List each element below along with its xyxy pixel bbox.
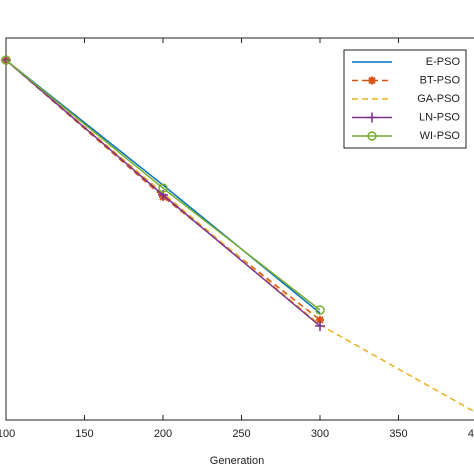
- series-line: [5, 59, 321, 311]
- legend: E-PSO BT-PSO GA-PSO LN-PSO WI-PSO: [343, 49, 467, 149]
- x-tick-label: 300: [311, 428, 329, 440]
- marker: [158, 183, 168, 193]
- x-tick-label: 350: [389, 428, 407, 440]
- legend-marker: [367, 112, 377, 123]
- x-tick-label: 250: [232, 428, 250, 440]
- series-line: [5, 59, 321, 321]
- marker: [315, 305, 325, 315]
- marker: [315, 321, 325, 332]
- series-line: [5, 59, 321, 314]
- legend-label: WI-PSO: [420, 130, 461, 142]
- legend-marker: [368, 76, 376, 85]
- x-tick-label: 100: [0, 428, 15, 440]
- legend-label: BT-PSO: [420, 74, 461, 86]
- legend-label: E-PSO: [426, 56, 461, 68]
- x-tick-label: 200: [154, 428, 172, 440]
- marker: [1, 55, 11, 65]
- x-axis-label: Generation: [210, 455, 264, 467]
- legend-label: LN-PSO: [419, 111, 460, 123]
- legend-marker: [367, 131, 377, 141]
- legend-label: GA-PSO: [417, 93, 460, 105]
- x-tick-label: 400: [468, 428, 474, 440]
- marker: [316, 315, 324, 324]
- x-tick-label: 150: [75, 428, 93, 440]
